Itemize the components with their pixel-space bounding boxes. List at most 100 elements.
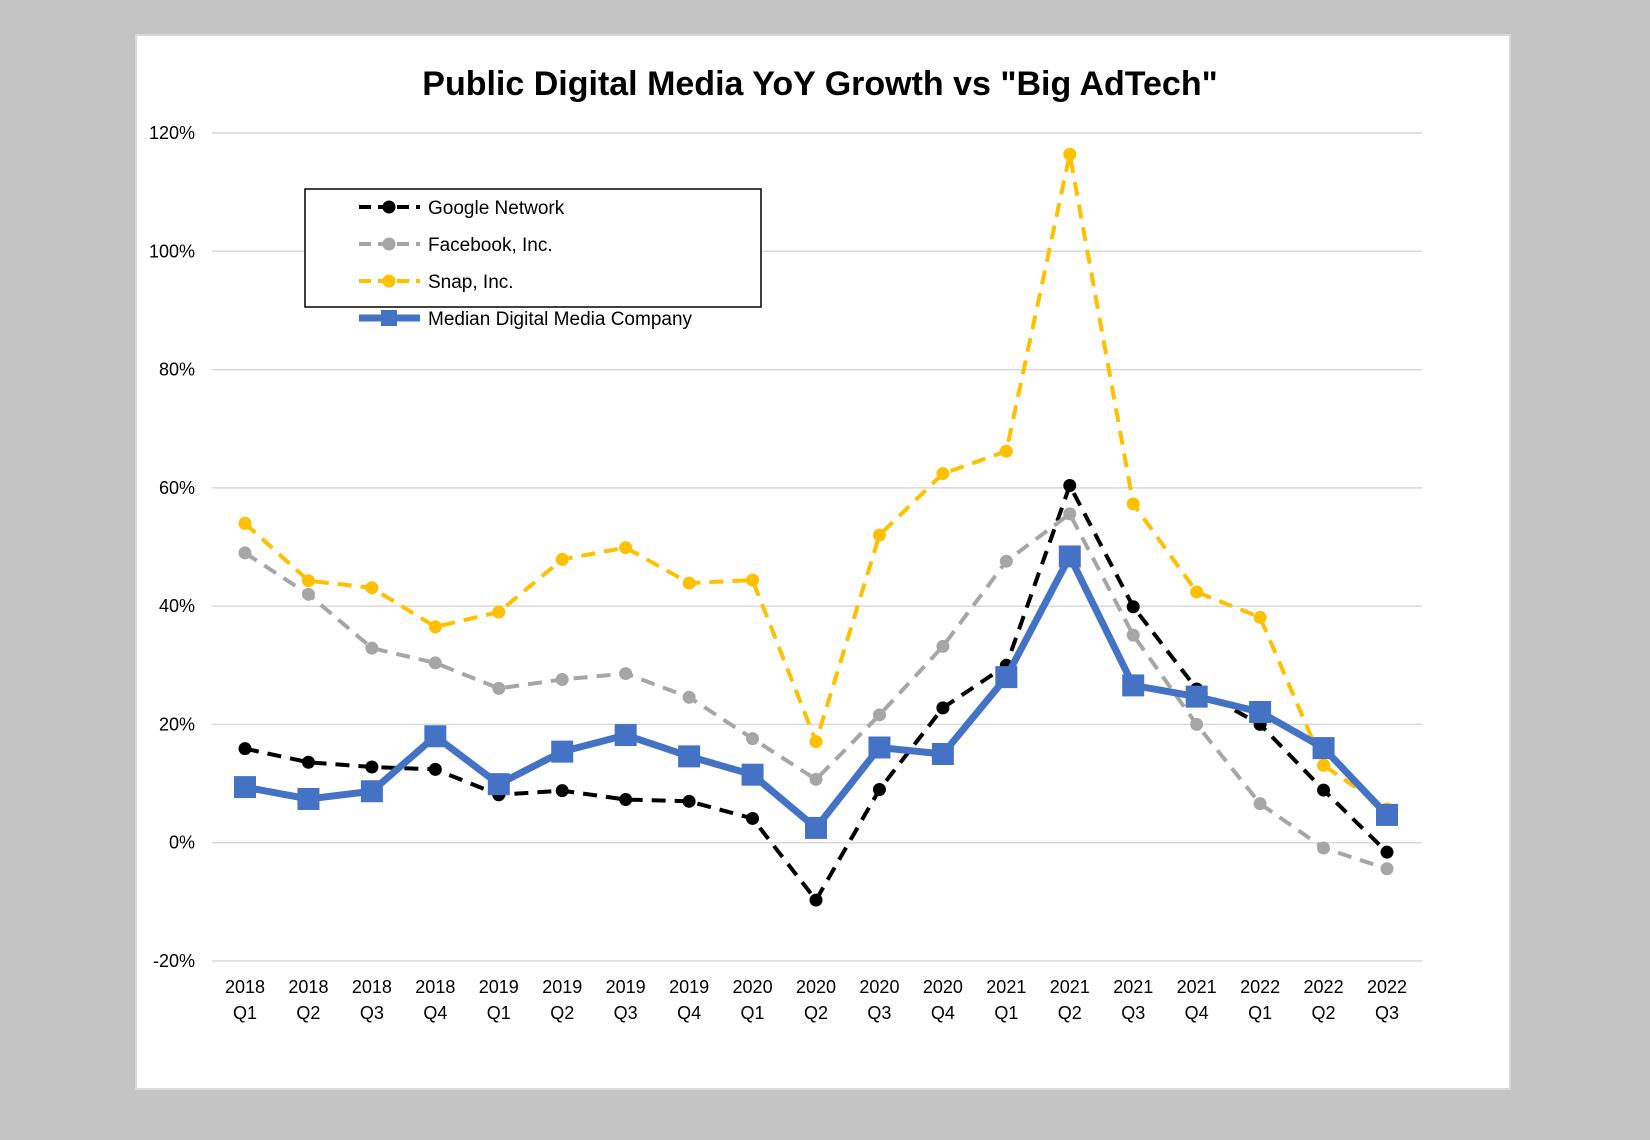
data-point: [551, 740, 574, 763]
data-point: [619, 793, 633, 807]
x-tick-label-quarter: Q1: [233, 1003, 257, 1023]
legend-label: Facebook, Inc.: [428, 235, 553, 256]
data-point: [1126, 600, 1140, 614]
x-tick-label-year: 2022: [1240, 977, 1280, 997]
x-tick-label-year: 2019: [542, 977, 582, 997]
data-point: [741, 763, 764, 786]
y-axis-ticks: -20% 0% 20% 40% 60% 80% 100% 120%: [149, 123, 195, 971]
x-tick-label-quarter: Q4: [423, 1003, 447, 1023]
x-tick-label-year: 2021: [986, 977, 1026, 997]
data-point: [492, 681, 506, 695]
legend-label: Median Digital Media Company: [428, 309, 693, 330]
data-point: [238, 516, 252, 530]
data-point: [809, 893, 823, 907]
data-point: [1317, 841, 1331, 855]
legend-label: Snap, Inc.: [428, 272, 514, 293]
y-tick-label: 0%: [169, 833, 195, 853]
line-chart: Public Digital Media YoY Growth vs "Big …: [149, 65, 1422, 1023]
x-tick-label-year: 2020: [923, 977, 963, 997]
data-point: [809, 772, 823, 786]
data-point: [1063, 147, 1077, 161]
data-point: [1190, 717, 1204, 731]
data-point: [1122, 674, 1145, 697]
data-point: [1317, 783, 1331, 797]
data-point: [1317, 758, 1331, 772]
x-tick-label-quarter: Q2: [1312, 1003, 1336, 1023]
x-tick-label-quarter: Q1: [1248, 1003, 1272, 1023]
x-tick-label-quarter: Q3: [1375, 1003, 1399, 1023]
data-point: [1185, 685, 1208, 708]
data-point: [428, 620, 442, 634]
legend-marker: [382, 237, 396, 251]
data-point: [555, 552, 569, 566]
data-point: [1126, 497, 1140, 511]
data-point: [297, 787, 320, 810]
x-tick-label-year: 2018: [288, 977, 328, 997]
legend-marker: [382, 274, 396, 288]
data-point: [682, 576, 696, 590]
data-point: [365, 641, 379, 655]
series-line: [244, 552, 1390, 832]
data-point: [619, 541, 633, 555]
legend: Google Network Facebook, Inc. Snap, Inc. Me…: [304, 188, 762, 330]
data-point: [1253, 797, 1267, 811]
data-point: [614, 724, 637, 747]
data-point: [746, 732, 760, 746]
data-point: [1126, 628, 1140, 642]
x-tick-label-quarter: Q1: [487, 1003, 511, 1023]
data-point: [746, 811, 760, 825]
data-point: [1063, 507, 1077, 521]
data-point: [487, 773, 510, 796]
data-point: [999, 444, 1013, 458]
x-tick-label-quarter: Q4: [931, 1003, 955, 1023]
y-tick-label: 60%: [159, 478, 195, 498]
x-tick-label-year: 2022: [1304, 977, 1344, 997]
data-point: [936, 639, 950, 653]
x-tick-label-quarter: Q2: [804, 1003, 828, 1023]
legend-marker: [381, 310, 397, 326]
data-point: [868, 736, 891, 759]
data-point: [682, 794, 696, 808]
data-point: [1312, 737, 1335, 760]
x-tick-label-year: 2018: [225, 977, 265, 997]
x-tick-label-year: 2020: [859, 977, 899, 997]
x-tick-label-year: 2019: [479, 977, 519, 997]
x-tick-label-year: 2020: [796, 977, 836, 997]
y-tick-label: -20%: [153, 951, 195, 971]
data-point: [1380, 845, 1394, 859]
data-point: [872, 528, 886, 542]
chart-title: Public Digital Media YoY Growth vs "Big …: [422, 65, 1217, 103]
y-tick-label: 40%: [159, 596, 195, 616]
data-point: [360, 780, 383, 803]
data-point: [999, 554, 1013, 568]
x-tick-label-quarter: Q2: [550, 1003, 574, 1023]
data-point: [1376, 803, 1398, 826]
x-tick-label-year: 2021: [1113, 977, 1153, 997]
series-group: [234, 147, 1398, 907]
data-point: [238, 742, 252, 756]
x-tick-label-year: 2019: [669, 977, 709, 997]
data-point: [424, 725, 447, 748]
x-tick-label-quarter: Q3: [360, 1003, 384, 1023]
x-tick-label-quarter: Q3: [1121, 1003, 1145, 1023]
data-point: [1063, 478, 1077, 492]
y-tick-label: 120%: [149, 123, 195, 143]
legend-marker: [382, 200, 396, 214]
data-point: [1190, 585, 1204, 599]
x-tick-label-year: 2021: [1177, 977, 1217, 997]
data-point: [805, 816, 827, 839]
series-3: [234, 545, 1398, 839]
data-point: [1380, 862, 1394, 876]
x-tick-label-quarter: Q2: [296, 1003, 320, 1023]
x-tick-label-year: 2022: [1367, 977, 1407, 997]
data-point: [619, 667, 633, 681]
data-point: [238, 546, 252, 560]
data-point: [678, 745, 701, 768]
x-tick-label-quarter: Q4: [677, 1003, 701, 1023]
data-point: [301, 755, 315, 769]
x-tick-label-quarter: Q1: [741, 1003, 765, 1023]
y-tick-label: 20%: [159, 714, 195, 734]
data-point: [301, 574, 315, 588]
x-tick-label-quarter: Q3: [867, 1003, 891, 1023]
data-point: [555, 784, 569, 798]
